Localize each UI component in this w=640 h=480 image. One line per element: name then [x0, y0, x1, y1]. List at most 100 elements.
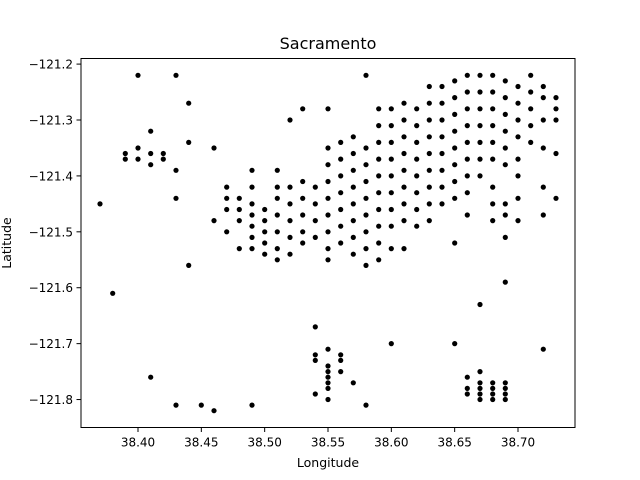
data-point-238 [515, 156, 521, 162]
data-point-82 [262, 218, 268, 224]
data-point-23 [211, 218, 217, 224]
data-point-5 [186, 139, 192, 145]
data-point-0 [135, 72, 141, 78]
data-point-214 [477, 156, 483, 162]
data-point-11 [135, 145, 141, 151]
data-point-34 [312, 391, 318, 397]
data-point-118 [338, 190, 344, 196]
data-point-178 [426, 150, 432, 157]
data-point-9 [122, 150, 128, 157]
data-point-17 [173, 167, 179, 173]
data-point-71 [236, 195, 242, 201]
data-point-113 [325, 246, 331, 252]
data-point-194 [452, 128, 458, 134]
data-point-32 [312, 352, 318, 358]
data-point-145 [376, 223, 382, 229]
data-point-51 [464, 391, 470, 397]
data-point-149 [388, 123, 394, 129]
data-point-202 [464, 106, 470, 112]
data-point-134 [363, 212, 369, 218]
data-point-254 [553, 106, 559, 112]
data-point-198 [452, 195, 458, 201]
data-point-102 [300, 240, 306, 246]
data-point-185 [439, 117, 445, 123]
data-point-73 [236, 218, 242, 224]
data-point-80 [249, 246, 255, 252]
x-axis-label: Longitude [297, 455, 359, 470]
data-point-201 [464, 89, 470, 95]
data-point-70 [224, 206, 230, 213]
data-point-256 [553, 150, 559, 157]
data-point-91 [274, 246, 280, 252]
data-point-74 [249, 167, 255, 173]
data-point-1 [173, 72, 179, 78]
data-point-141 [376, 156, 382, 162]
data-point-93 [287, 184, 293, 190]
data-point-161 [401, 167, 407, 173]
data-point-167 [414, 123, 420, 129]
data-point-240 [515, 195, 521, 201]
data-point-127 [350, 218, 356, 224]
data-point-217 [490, 89, 496, 95]
data-point-137 [363, 262, 369, 268]
data-point-30 [249, 402, 255, 408]
data-point-216 [490, 72, 496, 78]
data-point-15 [160, 150, 166, 157]
data-point-46 [363, 402, 369, 408]
data-point-10 [122, 156, 128, 162]
data-point-151 [388, 156, 394, 162]
data-point-83 [262, 229, 268, 235]
data-point-86 [274, 167, 280, 173]
x-tick-label-1: 38.45 [184, 436, 218, 450]
data-point-221 [490, 156, 496, 162]
data-point-246 [528, 139, 534, 145]
data-point-205 [464, 156, 470, 162]
y-tick-label-2: −121.4 [29, 169, 73, 183]
data-point-52 [477, 369, 483, 375]
data-point-165 [401, 246, 407, 252]
data-point-247 [540, 83, 546, 90]
y-tick-label-0: −121.2 [29, 58, 73, 72]
data-point-146 [376, 240, 382, 246]
data-point-29 [211, 408, 217, 414]
data-point-77 [249, 212, 255, 218]
data-point-103 [312, 184, 318, 190]
data-point-193 [452, 111, 458, 117]
data-point-180 [426, 184, 432, 190]
data-point-204 [464, 139, 470, 145]
data-point-154 [388, 206, 394, 213]
data-point-200 [464, 72, 470, 78]
data-point-25 [224, 229, 230, 235]
data-point-79 [249, 234, 255, 240]
data-point-125 [350, 184, 356, 190]
data-point-114 [325, 257, 331, 263]
data-point-116 [338, 156, 344, 162]
data-point-24 [236, 246, 242, 252]
data-point-255 [553, 117, 559, 123]
data-point-48 [452, 341, 458, 347]
data-point-224 [490, 218, 496, 224]
data-point-143 [376, 190, 382, 196]
data-point-241 [515, 218, 521, 224]
data-point-253 [553, 95, 559, 101]
data-point-97 [287, 251, 293, 257]
x-tick-label-4: 38.60 [374, 436, 408, 450]
data-point-219 [490, 123, 496, 129]
data-point-139 [376, 123, 382, 129]
x-tick-label-3: 38.55 [311, 436, 345, 450]
data-point-112 [325, 229, 331, 235]
data-point-106 [312, 234, 318, 240]
data-point-105 [312, 218, 318, 224]
data-point-197 [452, 178, 458, 185]
x-axis: 38.40 38.45 38.50 38.55 38.60 38.65 38.70 [121, 427, 535, 450]
data-point-90 [274, 229, 280, 235]
data-point-206 [464, 173, 470, 179]
data-point-7 [325, 106, 331, 112]
data-point-87 [274, 184, 280, 190]
data-point-232 [502, 212, 508, 218]
data-point-84 [262, 240, 268, 246]
data-point-13 [148, 150, 154, 157]
data-point-109 [325, 178, 331, 185]
data-point-244 [528, 106, 534, 112]
